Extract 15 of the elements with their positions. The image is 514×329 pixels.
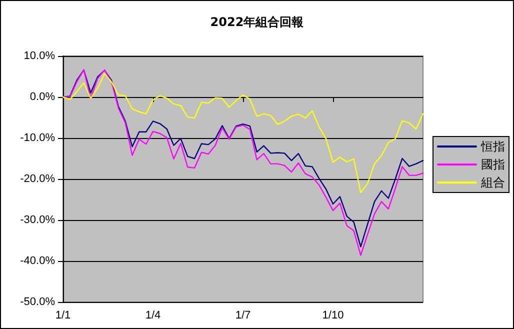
- y-tick-label: 10.0%: [24, 50, 56, 62]
- y-tick-label: -20.0%: [20, 173, 56, 185]
- y-tick-label: -30.0%: [20, 214, 56, 226]
- x-tick-label: 1/7: [235, 310, 251, 322]
- x-tick-label: 1/10: [322, 310, 344, 322]
- x-tick-label: 1/4: [145, 310, 161, 322]
- y-tick-label: -50.0%: [20, 296, 56, 308]
- y-tick-label: 0.0%: [30, 91, 56, 103]
- legend-label: 國指: [481, 158, 505, 172]
- chart-title: 2022年組合回報: [210, 15, 305, 29]
- x-tick-label: 1/1: [55, 310, 71, 322]
- y-tick-label: -40.0%: [20, 255, 56, 267]
- legend-label: 恒指: [480, 140, 505, 154]
- legend-label: 組合: [480, 176, 505, 190]
- y-tick-label: -10.0%: [20, 132, 56, 144]
